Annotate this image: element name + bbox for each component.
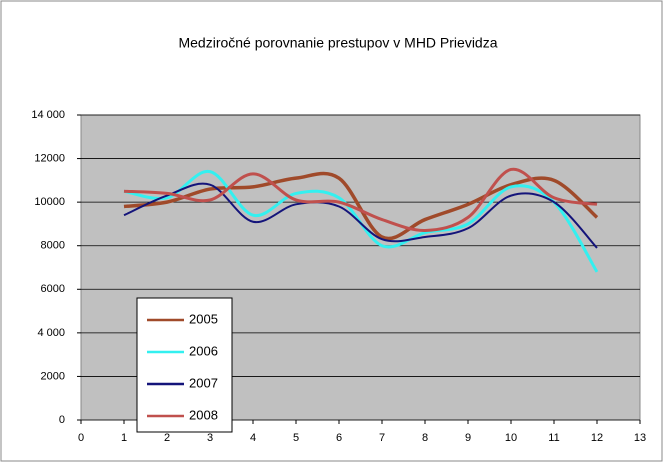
x-tick-label: 7	[379, 432, 385, 444]
x-tick-label: 4	[250, 432, 256, 444]
y-tick-label: 4 000	[37, 327, 65, 339]
series-line	[123, 171, 599, 241]
series-line	[123, 182, 598, 249]
legend-label: 2008	[189, 407, 218, 422]
y-tick-label: 8000	[41, 240, 65, 252]
legend-label: 2007	[189, 375, 218, 390]
x-tick-label: 8	[422, 432, 428, 444]
y-tick-label: 12000	[34, 152, 65, 164]
y-tick-label: 2000	[41, 370, 65, 382]
y-tick-label: 14 000	[31, 109, 65, 121]
legend-label: 2005	[189, 311, 218, 326]
x-tick-label: 11	[548, 432, 559, 444]
x-tick-label: 3	[207, 432, 213, 444]
x-tick-label: 1	[121, 432, 127, 444]
chart-title: Medziročné porovnanie prestupov v MHD Pr…	[178, 35, 497, 51]
x-tick-label: 10	[505, 432, 517, 444]
x-tick-label: 13	[634, 432, 646, 444]
y-tick-label: 10000	[34, 196, 65, 208]
x-tick-label: 6	[336, 432, 342, 444]
y-tick-label: 0	[59, 414, 65, 426]
legend-label: 2006	[189, 343, 218, 358]
x-tick-label: 0	[78, 432, 84, 444]
x-tick-label: 2	[164, 432, 170, 444]
x-tick-label: 5	[293, 432, 299, 444]
y-tick-label: 6000	[41, 283, 65, 295]
x-tick-label: 12	[591, 432, 603, 444]
x-tick-label: 9	[465, 432, 471, 444]
series-line	[123, 167, 598, 232]
